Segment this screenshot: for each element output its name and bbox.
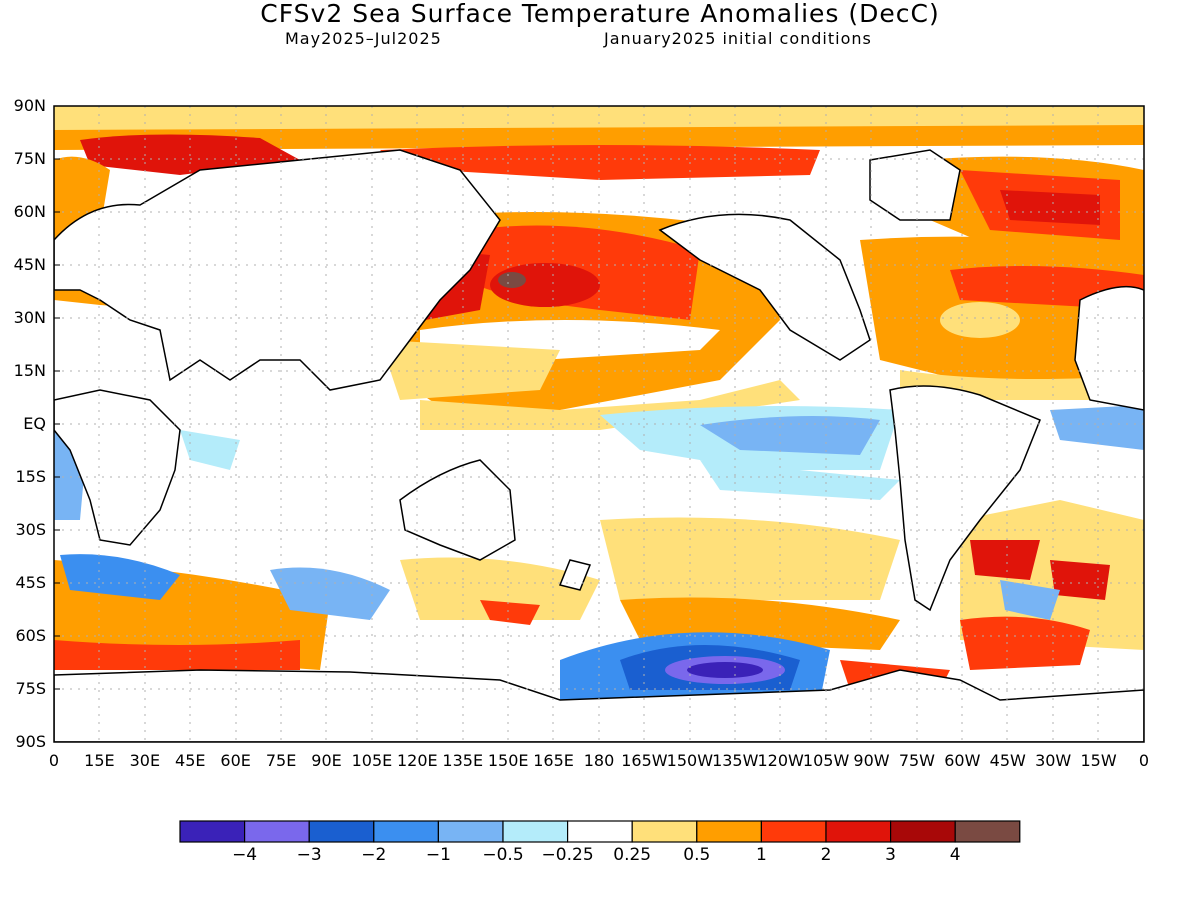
colorbar-swatch	[889, 820, 956, 843]
lon-label: 165E	[533, 751, 574, 770]
colorbar-label: −0.25	[541, 845, 594, 865]
lat-label: 45N	[13, 255, 46, 274]
colorbar-swatch	[696, 820, 762, 843]
lon-label: 30W	[1035, 751, 1072, 770]
lon-label: 120W	[757, 751, 804, 770]
colorbar-swatch	[825, 820, 892, 843]
lat-label: 90N	[13, 96, 46, 115]
lat-label: 30S	[15, 520, 46, 539]
lon-label: 0	[48, 751, 60, 770]
lat-label: 45S	[15, 573, 46, 592]
lat-label: 60N	[13, 202, 46, 221]
colorbar-label: −3	[296, 845, 322, 865]
lat-label: 15N	[13, 361, 46, 380]
colorbar-label: 3	[885, 845, 897, 865]
lon-label: 105W	[802, 751, 850, 770]
lon-label: 180	[583, 751, 615, 770]
lon-label: 120E	[397, 751, 438, 770]
colorbar-swatch	[308, 820, 375, 843]
lon-label: 105E	[351, 751, 393, 770]
lon-label: 165W	[621, 751, 668, 770]
colorbar	[179, 820, 1021, 843]
lat-label: 30N	[13, 308, 46, 327]
lat-label: 90S	[15, 732, 46, 751]
lon-label: 90W	[853, 751, 890, 770]
lon-label: 15E	[84, 751, 115, 770]
lon-label: 60W	[944, 751, 981, 770]
map-title: CFSv2 Sea Surface Temperature Anomalies …	[260, 0, 940, 28]
lon-label: 0	[1138, 751, 1150, 770]
colorbar-label: 2	[820, 845, 832, 865]
colorbar-swatch	[631, 820, 698, 843]
lat-label: EQ	[23, 414, 46, 433]
lon-label: 135W	[712, 751, 759, 770]
lon-label: 150W	[666, 751, 714, 770]
graticule	[54, 106, 1144, 742]
lon-label: 75W	[898, 751, 935, 770]
colorbar-label: −4	[232, 845, 258, 865]
colorbar-swatch	[244, 820, 310, 843]
colorbar-label: 4	[949, 845, 961, 865]
colorbar-label: −1	[425, 845, 451, 865]
lat-label: 15S	[15, 467, 46, 486]
colorbar-label: −0.5	[482, 845, 524, 865]
colorbar-label: −2	[361, 845, 387, 865]
lon-label: 45E	[175, 751, 206, 770]
colorbar-label: 1	[755, 845, 767, 865]
initial-conditions: January2025 initial conditions	[604, 29, 872, 48]
lon-label: 90E	[311, 751, 342, 770]
lon-label: 60E	[220, 751, 251, 770]
lon-label: 45W	[989, 751, 1026, 770]
colorbar-label: 0.5	[683, 845, 711, 865]
lon-label: 135E	[442, 751, 484, 770]
lat-label: 75S	[15, 679, 46, 698]
colorbar-swatch	[373, 820, 439, 843]
forecast-period: May2025–Jul2025	[285, 29, 442, 48]
colorbar-swatch	[760, 820, 827, 843]
colorbar-swatch	[954, 820, 1021, 843]
colorbar-label: 0.25	[613, 845, 652, 865]
lon-label: 75E	[265, 751, 297, 770]
colorbar-swatch	[566, 820, 633, 843]
lat-label: 75N	[13, 149, 46, 168]
colorbar-swatch	[437, 820, 504, 843]
colorbar-swatch	[179, 820, 246, 843]
lat-label: 60S	[15, 626, 46, 645]
lon-label: 30E	[129, 751, 161, 770]
lon-label: 150E	[487, 751, 529, 770]
lon-label: 15W	[1080, 751, 1117, 770]
axis-ticks	[54, 158, 60, 690]
colorbar-swatch	[502, 820, 569, 843]
